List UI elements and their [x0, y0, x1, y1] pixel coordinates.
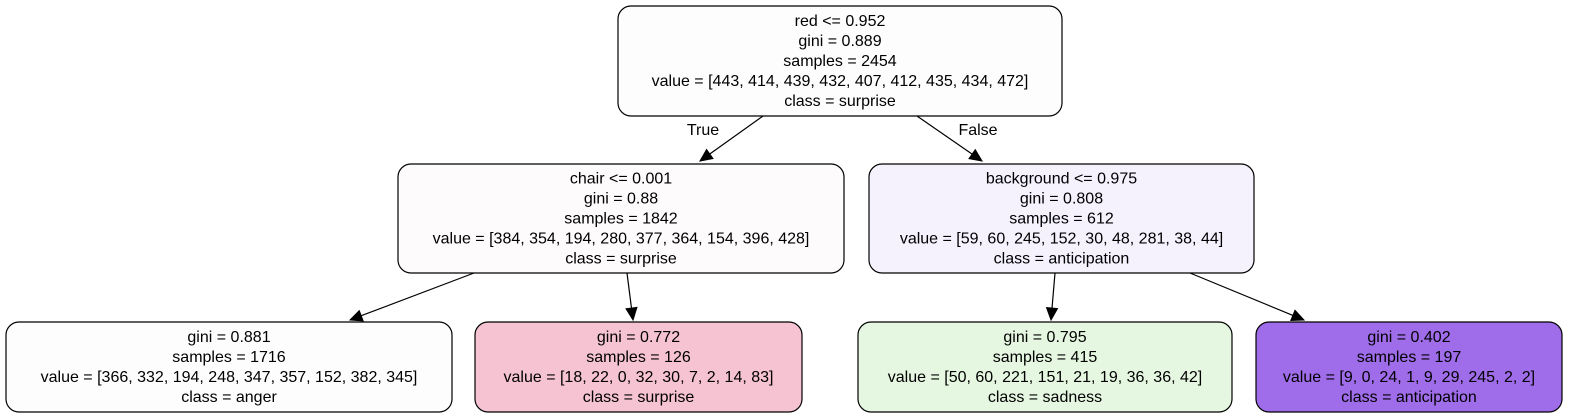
node-text-line: chair <= 0.001 — [570, 171, 672, 188]
node-box — [868, 163, 1255, 274]
node-text-line: gini = 0.881 — [187, 329, 270, 346]
node-text-line: class = sadness — [988, 389, 1102, 406]
node-text-line: class = surprise — [565, 251, 677, 268]
node-text-line: class = surprise — [583, 389, 695, 406]
node-text-line: class = anger — [181, 389, 277, 406]
node-text-line: value = [59, 60, 245, 152, 30, 48, 281, … — [900, 231, 1223, 248]
tree-node-right-right: gini = 0.402 samples = 197 value = [9, 0, … — [1255, 321, 1563, 413]
node-text-line: value = [384, 354, 194, 280, 377, 364, 1… — [433, 231, 810, 248]
node-text-line: samples = 1716 — [172, 349, 286, 366]
edges-layer: True False — [348, 115, 1306, 322]
arrowhead-icon — [1290, 309, 1306, 322]
node-text-line: value = [9, 0, 24, 1, 9, 29, 245, 2, 2] — [1283, 369, 1535, 386]
node-text-line: class = anticipation — [994, 251, 1130, 268]
edge-line — [709, 115, 764, 155]
edge-root-to-right: False — [916, 115, 998, 162]
node-text-line: value = [18, 22, 0, 32, 30, 7, 2, 14, 83… — [504, 369, 774, 386]
node-box — [474, 321, 803, 413]
node-text-line: gini = 0.88 — [584, 191, 658, 208]
node-box — [1255, 321, 1563, 413]
edge-line — [1051, 272, 1056, 309]
node-box — [857, 321, 1233, 413]
node-text-line: samples = 415 — [993, 349, 1098, 366]
node-text-line: samples = 2454 — [783, 53, 897, 70]
node-text-line: gini = 0.889 — [798, 33, 881, 50]
node-text-line: gini = 0.795 — [1003, 329, 1086, 346]
arrowhead-icon — [968, 148, 983, 162]
edge-left-to-left-left — [348, 272, 475, 322]
tree-node-left-left: gini = 0.881 samples = 1716 value = [366, … — [5, 321, 453, 413]
node-text-line: value = [443, 414, 439, 432, 407, 412, 4… — [652, 73, 1029, 90]
node-text-line: background <= 0.975 — [986, 171, 1137, 188]
node-text-line: samples = 1842 — [564, 211, 678, 228]
node-text-line: samples = 612 — [1009, 211, 1114, 228]
edge-root-to-left: True — [687, 115, 764, 162]
tree-node-left-right: gini = 0.772 samples = 126 value = [18, 22… — [474, 321, 803, 413]
arrowhead-icon — [348, 309, 364, 322]
edge-right-to-right-right — [1189, 272, 1306, 322]
node-text-line: value = [366, 332, 194, 248, 347, 357, 1… — [41, 369, 418, 386]
tree-node-right: background <= 0.975 gini = 0.808 samples =… — [868, 163, 1255, 274]
node-box — [397, 163, 845, 274]
arrowhead-icon — [625, 306, 638, 322]
node-text-line: class = anticipation — [1341, 389, 1477, 406]
node-text-line: samples = 126 — [586, 349, 691, 366]
tree-node-right-left: gini = 0.795 samples = 415 value = [50, 60… — [857, 321, 1233, 413]
edge-line — [1189, 272, 1294, 316]
node-box — [5, 321, 453, 413]
edge-label-false: False — [958, 122, 997, 139]
edge-left-to-left-right — [625, 272, 638, 322]
nodes-layer: red <= 0.952 gini = 0.889 samples = 2454 va… — [5, 5, 1563, 413]
tree-node-left: chair <= 0.001 gini = 0.88 samples = 1842 v… — [397, 163, 845, 274]
edge-label-true: True — [687, 122, 719, 139]
edge-line — [916, 115, 973, 155]
node-text-line: class = surprise — [784, 93, 896, 110]
arrowhead-icon — [1045, 307, 1059, 322]
edge-line — [361, 272, 475, 317]
node-text-line: gini = 0.808 — [1020, 191, 1103, 208]
node-text-line: value = [50, 60, 221, 151, 21, 19, 36, 3… — [888, 369, 1202, 386]
edge-line — [626, 272, 633, 309]
arrowhead-icon — [699, 148, 714, 162]
edge-right-to-right-left — [1045, 272, 1059, 322]
tree-node-root: red <= 0.952 gini = 0.889 samples = 2454 va… — [617, 5, 1063, 117]
node-text-line: gini = 0.402 — [1367, 329, 1450, 346]
node-text-line: gini = 0.772 — [597, 329, 680, 346]
node-box — [617, 5, 1063, 117]
node-text-line: red <= 0.952 — [795, 13, 886, 30]
node-text-line: samples = 197 — [1357, 349, 1462, 366]
